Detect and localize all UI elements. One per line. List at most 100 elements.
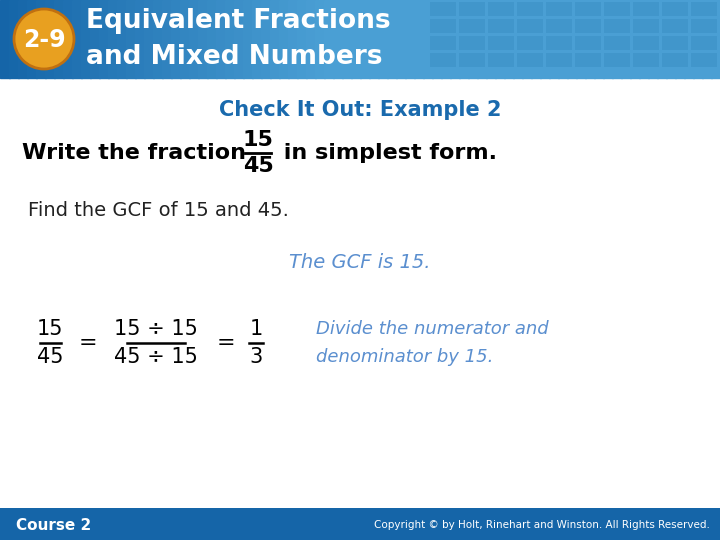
Bar	[488, 2, 514, 16]
Bar	[477, 0, 487, 78]
Bar	[558, 0, 567, 78]
Text: =: =	[78, 333, 97, 353]
Bar	[691, 36, 717, 50]
Bar	[691, 19, 717, 33]
Bar	[662, 19, 688, 33]
Bar	[488, 36, 514, 50]
Bar	[459, 19, 485, 33]
Bar	[517, 53, 543, 67]
Bar	[504, 0, 513, 78]
Bar	[575, 53, 601, 67]
Bar	[430, 36, 456, 50]
Bar	[333, 0, 343, 78]
Bar	[633, 19, 659, 33]
Bar	[315, 0, 325, 78]
Bar	[459, 2, 485, 16]
Bar	[604, 36, 630, 50]
Bar	[135, 0, 145, 78]
Bar	[621, 0, 631, 78]
Bar	[297, 0, 307, 78]
Bar	[405, 0, 415, 78]
Text: 45: 45	[37, 347, 63, 367]
Bar	[162, 0, 171, 78]
Bar	[270, 0, 279, 78]
Bar	[369, 0, 379, 78]
Bar	[702, 0, 711, 78]
Bar	[666, 0, 675, 78]
Bar	[585, 0, 595, 78]
Bar	[9, 0, 19, 78]
Bar	[27, 0, 37, 78]
Bar	[576, 0, 585, 78]
Bar	[546, 2, 572, 16]
Bar	[414, 0, 423, 78]
Bar	[513, 0, 523, 78]
Bar	[243, 0, 253, 78]
Bar	[691, 2, 717, 16]
Text: Check It Out: Example 2: Check It Out: Example 2	[219, 100, 501, 120]
Bar	[575, 2, 601, 16]
Bar	[546, 36, 572, 50]
Text: 3: 3	[249, 347, 263, 367]
Bar	[549, 0, 559, 78]
Bar	[531, 0, 541, 78]
Text: 45 ÷ 15: 45 ÷ 15	[114, 347, 198, 367]
Text: Write the fraction: Write the fraction	[22, 143, 246, 163]
Bar	[153, 0, 163, 78]
Text: 15: 15	[37, 319, 63, 339]
Bar	[423, 0, 433, 78]
Bar	[575, 19, 601, 33]
Bar	[488, 19, 514, 33]
Text: Equivalent Fractions: Equivalent Fractions	[86, 8, 391, 34]
Text: The GCF is 15.: The GCF is 15.	[289, 253, 431, 273]
Bar	[604, 19, 630, 33]
Text: 1: 1	[249, 319, 263, 339]
Bar	[216, 0, 225, 78]
Bar	[633, 53, 659, 67]
Text: Find the GCF of 15 and 45.: Find the GCF of 15 and 45.	[28, 201, 289, 220]
Bar	[662, 36, 688, 50]
Text: in simplest form.: in simplest form.	[276, 143, 497, 163]
Bar	[234, 0, 243, 78]
Bar	[517, 36, 543, 50]
Bar	[662, 53, 688, 67]
Bar	[684, 0, 693, 78]
Bar	[207, 0, 217, 78]
Bar	[108, 0, 117, 78]
Bar	[396, 0, 405, 78]
Bar	[36, 0, 45, 78]
Text: 2-9: 2-9	[23, 28, 66, 52]
Bar	[603, 0, 613, 78]
Bar	[117, 0, 127, 78]
Bar	[639, 0, 649, 78]
Bar	[540, 0, 549, 78]
Bar	[0, 508, 720, 540]
Bar	[691, 53, 717, 67]
Bar	[517, 2, 543, 16]
Bar	[72, 0, 81, 78]
Bar	[488, 53, 514, 67]
Bar	[441, 0, 451, 78]
Bar	[633, 2, 659, 16]
Bar	[633, 36, 659, 50]
Text: 15 ÷ 15: 15 ÷ 15	[114, 319, 198, 339]
Bar	[546, 19, 572, 33]
Bar	[189, 0, 199, 78]
Bar	[252, 0, 261, 78]
Bar	[279, 0, 289, 78]
Bar	[604, 2, 630, 16]
Bar	[351, 0, 361, 78]
Bar	[648, 0, 657, 78]
Bar	[324, 0, 333, 78]
Bar	[612, 0, 621, 78]
Text: =: =	[217, 333, 235, 353]
Bar	[432, 0, 441, 78]
Bar	[99, 0, 109, 78]
Text: Course 2: Course 2	[16, 517, 91, 532]
Bar	[594, 0, 603, 78]
Bar	[711, 0, 720, 78]
Bar	[360, 0, 369, 78]
Bar	[567, 0, 577, 78]
Bar	[517, 19, 543, 33]
Bar	[604, 53, 630, 67]
